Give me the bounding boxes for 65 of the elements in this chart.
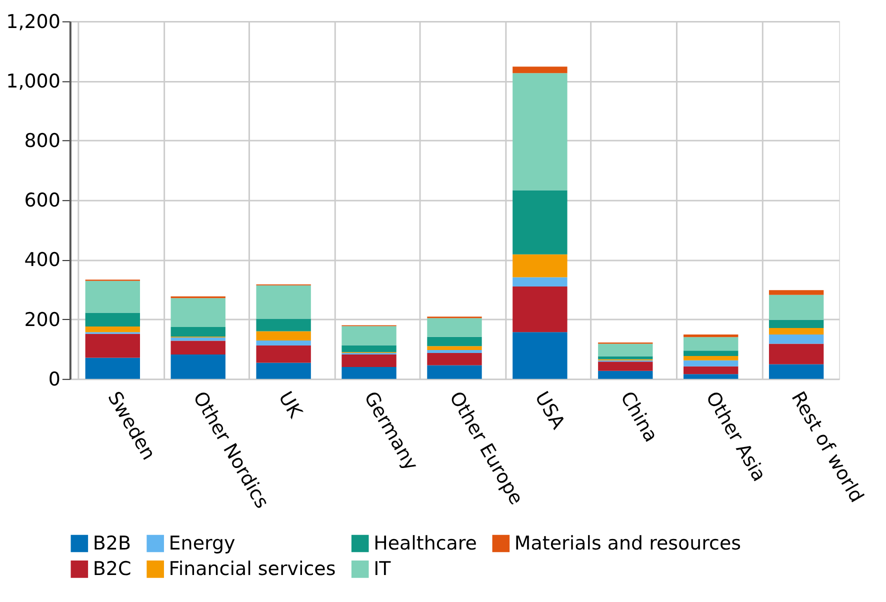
bar — [427, 318, 482, 337]
bar — [598, 344, 653, 356]
bar — [684, 360, 738, 366]
bar — [85, 280, 140, 313]
bar — [170, 340, 226, 354]
legend-label: B2B — [92, 532, 132, 554]
bar — [85, 358, 140, 379]
bar — [768, 334, 824, 344]
bar — [427, 336, 482, 346]
bar — [256, 318, 311, 332]
bar — [427, 365, 482, 379]
y-tick-label: 200 — [24, 308, 60, 331]
y-tick-label: 1,000 — [6, 70, 60, 92]
bar — [684, 337, 738, 351]
bar — [170, 298, 226, 328]
bar — [256, 331, 311, 340]
bar — [768, 344, 824, 364]
bar — [427, 350, 482, 353]
bar — [512, 277, 568, 287]
bar — [512, 286, 568, 332]
legend-label: Financial services — [168, 558, 336, 580]
bar — [768, 328, 824, 334]
bar — [256, 346, 311, 363]
bar — [342, 366, 396, 379]
bar — [85, 312, 140, 326]
bar — [684, 366, 738, 374]
y-tick-label: 800 — [24, 130, 60, 152]
bar — [512, 332, 568, 379]
bar — [256, 362, 311, 379]
bar — [342, 354, 396, 367]
bar — [512, 66, 568, 74]
x-tick-label: UK — [274, 388, 307, 422]
bar — [512, 190, 568, 254]
bar — [684, 374, 738, 379]
legend-label: B2C — [92, 558, 132, 580]
bar — [170, 354, 226, 379]
y-tick-label: 400 — [24, 249, 60, 272]
bar — [342, 326, 396, 346]
bar — [598, 362, 653, 371]
y-tick-label: 600 — [24, 190, 60, 212]
bar — [427, 346, 482, 350]
bar — [598, 370, 653, 379]
bar — [85, 326, 140, 332]
y-tick-label: 1,200 — [6, 10, 60, 33]
bar — [768, 320, 824, 328]
bar — [170, 327, 226, 337]
legend-label: Healthcare — [374, 532, 477, 554]
bar — [427, 352, 482, 366]
bar — [256, 340, 311, 346]
bar — [256, 285, 311, 319]
y-tick-label: 0 — [48, 368, 60, 390]
legend-label: IT — [374, 558, 392, 580]
bar — [512, 73, 568, 190]
bar — [768, 364, 824, 379]
bar — [768, 290, 824, 295]
bar — [684, 356, 738, 360]
bar — [768, 294, 824, 320]
legend-label: Energy — [168, 532, 236, 554]
bar — [684, 334, 738, 338]
bar — [342, 345, 396, 352]
bar — [85, 334, 140, 358]
legend-label: Materials and resources — [514, 532, 742, 554]
bar — [512, 254, 568, 278]
bar — [170, 337, 226, 341]
bar — [684, 350, 738, 356]
